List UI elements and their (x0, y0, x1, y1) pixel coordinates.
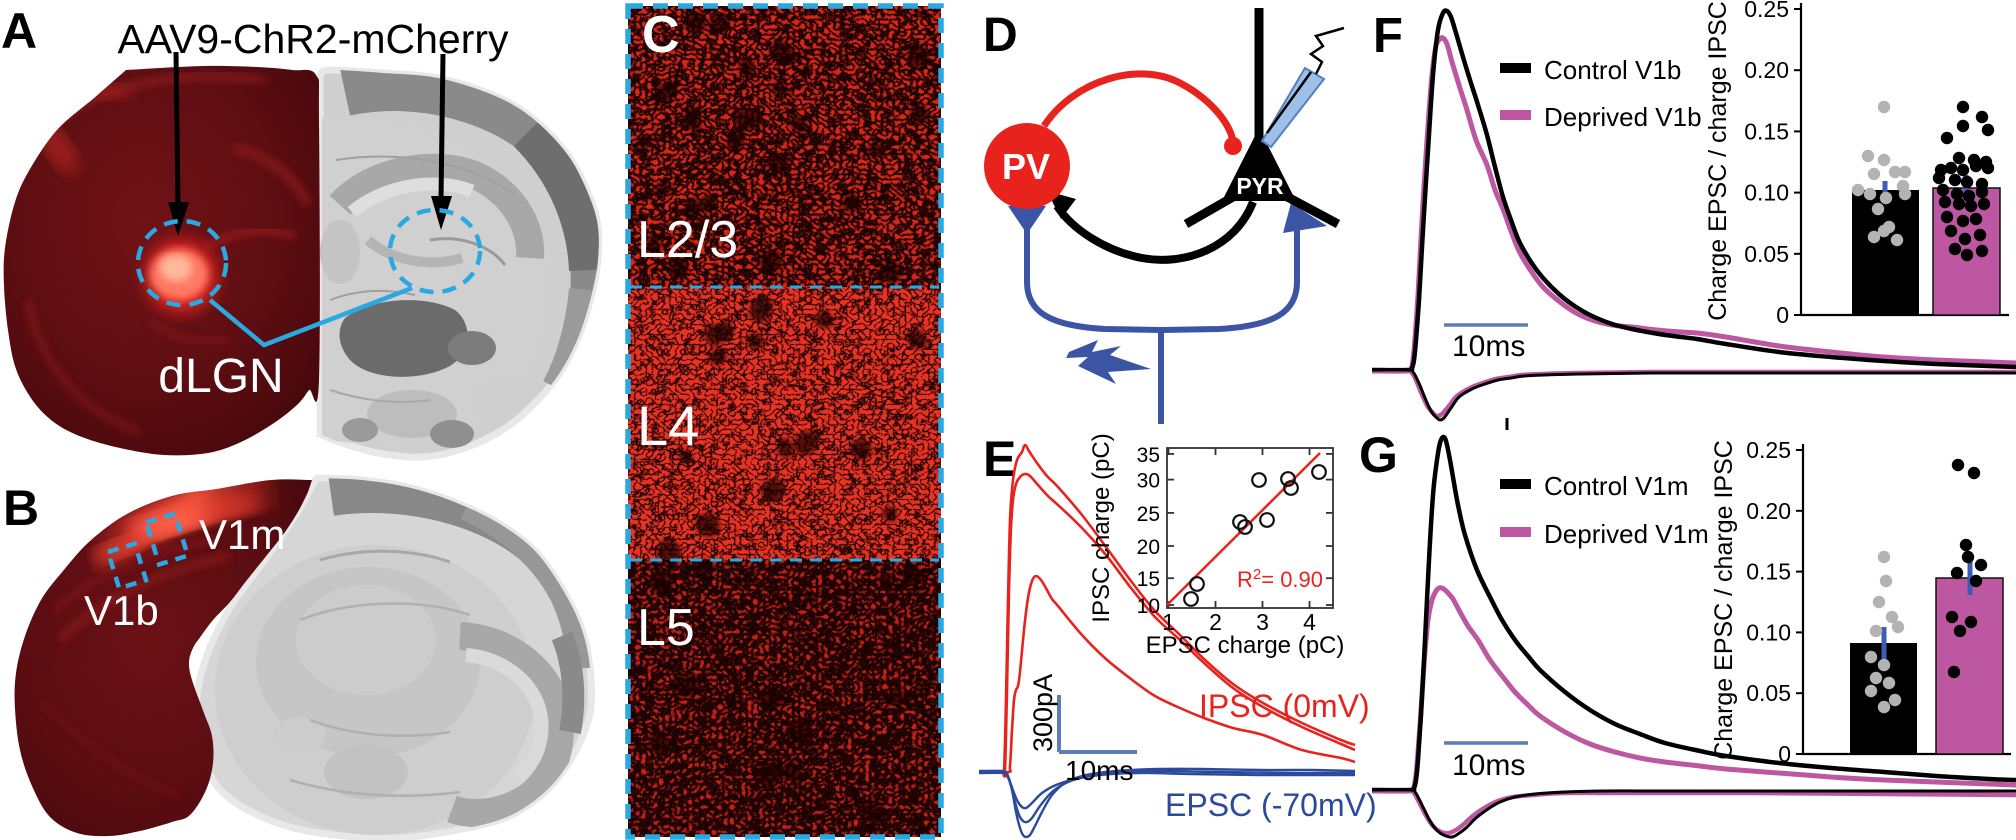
svg-text:1: 1 (1162, 609, 1175, 635)
svg-text:30: 30 (1137, 470, 1160, 493)
svg-text:IPSC charge (pC): IPSC charge (pC) (1088, 433, 1115, 622)
svg-text:15: 15 (1137, 568, 1160, 591)
svg-text:Deprived V1m: Deprived V1m (1544, 519, 1709, 549)
svg-text:20: 20 (1137, 536, 1160, 559)
svg-text:0.20: 0.20 (1746, 498, 1791, 524)
svg-text:4: 4 (1303, 609, 1316, 635)
svg-text:E: E (983, 431, 1016, 487)
svg-text:0.20: 0.20 (1744, 57, 1789, 83)
svg-text:0.15: 0.15 (1744, 118, 1789, 144)
svg-text:300pA: 300pA (1028, 674, 1058, 752)
svg-text:0.05: 0.05 (1744, 241, 1789, 267)
svg-text:10ms: 10ms (1452, 330, 1525, 363)
svg-text:EPSC (-70mV): EPSC (-70mV) (1165, 787, 1377, 823)
svg-text:Deprived V1b: Deprived V1b (1544, 102, 1702, 132)
svg-text:D: D (983, 9, 1018, 62)
svg-text:35: 35 (1137, 444, 1160, 467)
svg-text:PV: PV (1002, 146, 1050, 187)
svg-text:R2= 0.90: R2= 0.90 (1237, 566, 1323, 592)
svg-text:dLGN: dLGN (158, 350, 283, 403)
svg-text:L5: L5 (637, 599, 695, 657)
svg-text:3: 3 (1256, 609, 1269, 635)
svg-text:0.15: 0.15 (1746, 559, 1791, 585)
svg-text:A: A (1, 3, 37, 59)
svg-text:C: C (642, 6, 680, 64)
svg-text:F: F (1373, 9, 1403, 63)
svg-text:Control V1b: Control V1b (1544, 55, 1681, 85)
svg-text:0.10: 0.10 (1746, 619, 1791, 645)
svg-text:Charge EPSC / charge IPSC: Charge EPSC / charge IPSC (1704, 1, 1732, 321)
svg-text:0: 0 (1776, 302, 1789, 328)
svg-text:V1b: V1b (84, 587, 159, 634)
svg-text:B: B (3, 480, 39, 536)
svg-text:10: 10 (1137, 595, 1160, 618)
svg-text:0.25: 0.25 (1744, 0, 1789, 22)
svg-text:G: G (1359, 427, 1398, 483)
svg-text:IPSC (0mV): IPSC (0mV) (1199, 688, 1370, 724)
svg-text:10ms: 10ms (1452, 749, 1525, 782)
svg-text:L4: L4 (637, 394, 699, 457)
svg-text:25: 25 (1137, 503, 1160, 526)
svg-text:0: 0 (1778, 741, 1791, 767)
svg-text:0.10: 0.10 (1744, 180, 1789, 206)
svg-text:0.25: 0.25 (1746, 437, 1791, 463)
svg-text:V1m: V1m (199, 511, 285, 558)
svg-text:EPSC charge (pC): EPSC charge (pC) (1146, 632, 1345, 659)
svg-text:Control V1m: Control V1m (1544, 471, 1689, 501)
svg-text:2: 2 (1209, 609, 1222, 635)
svg-text:10ms: 10ms (1065, 755, 1133, 786)
svg-text:L2/3: L2/3 (637, 211, 738, 269)
svg-text:PYR: PYR (1236, 173, 1284, 199)
svg-text:Charge EPSC / charge IPSC: Charge EPSC / charge IPSC (1710, 440, 1738, 760)
svg-text:0.05: 0.05 (1746, 680, 1791, 706)
